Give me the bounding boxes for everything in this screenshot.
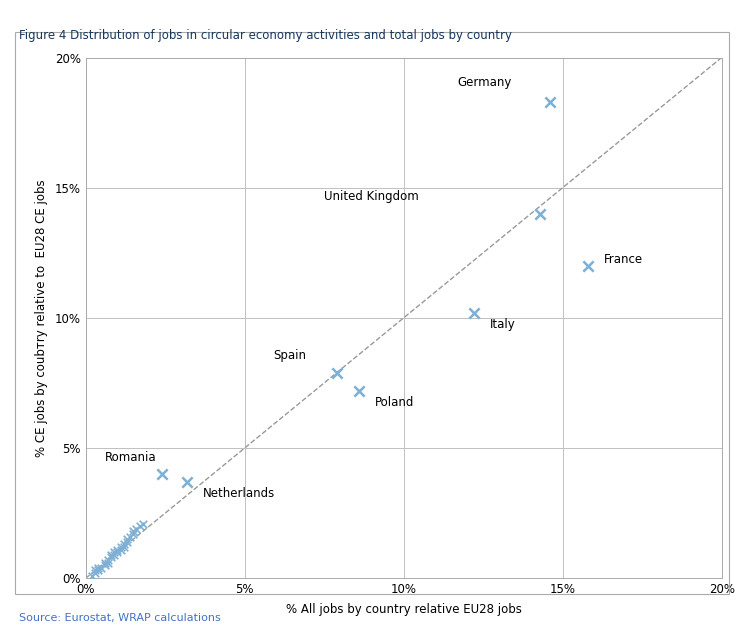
Point [534,209,546,219]
Point [137,518,149,528]
Text: Germany: Germany [458,76,512,89]
Point [102,555,114,565]
Point [95,563,107,573]
Point [127,527,139,537]
Point [134,521,146,532]
Point [105,550,117,560]
Point [112,547,124,557]
Point [92,566,104,576]
Point [331,367,343,378]
Point [127,529,139,539]
Point [121,534,133,544]
Y-axis label: % CE jobs by coubтry relative to  EU28 CE jobs: % CE jobs by coubтry relative to EU28 CE… [35,179,48,457]
Point [112,544,124,555]
Point [102,558,114,568]
Point [89,566,101,576]
Point [124,532,136,542]
Point [118,539,129,550]
Point [99,560,111,571]
Text: Romania: Romania [105,450,156,464]
Point [544,96,556,107]
Point [105,552,117,562]
Text: Figure 4 Distribution of jobs in circular economy activities and total jobs by c: Figure 4 Distribution of jobs in circula… [19,29,512,42]
Point [582,261,594,271]
Text: Poland: Poland [375,396,414,409]
Point [108,550,120,560]
Text: Netherlands: Netherlands [203,487,275,500]
Point [468,307,480,318]
Point [99,558,111,568]
Text: United Kingdom: United Kingdom [324,190,419,203]
Point [108,547,120,557]
Point [121,537,133,547]
X-axis label: % All jobs by country relative EU28 jobs: % All jobs by country relative EU28 jobs [286,603,522,616]
Point [115,542,126,552]
Text: Italy: Italy [490,318,516,331]
Text: Spain: Spain [273,349,307,362]
Point [115,544,126,555]
Point [92,563,104,573]
Point [89,568,101,578]
Text: France: France [604,253,643,266]
Text: Source: Eurostat, WRAP calculations: Source: Eurostat, WRAP calculations [19,613,220,623]
Point [118,542,129,552]
Point [86,571,98,581]
Point [353,386,365,396]
Point [182,477,193,487]
Point [156,469,168,479]
Point [130,524,142,534]
